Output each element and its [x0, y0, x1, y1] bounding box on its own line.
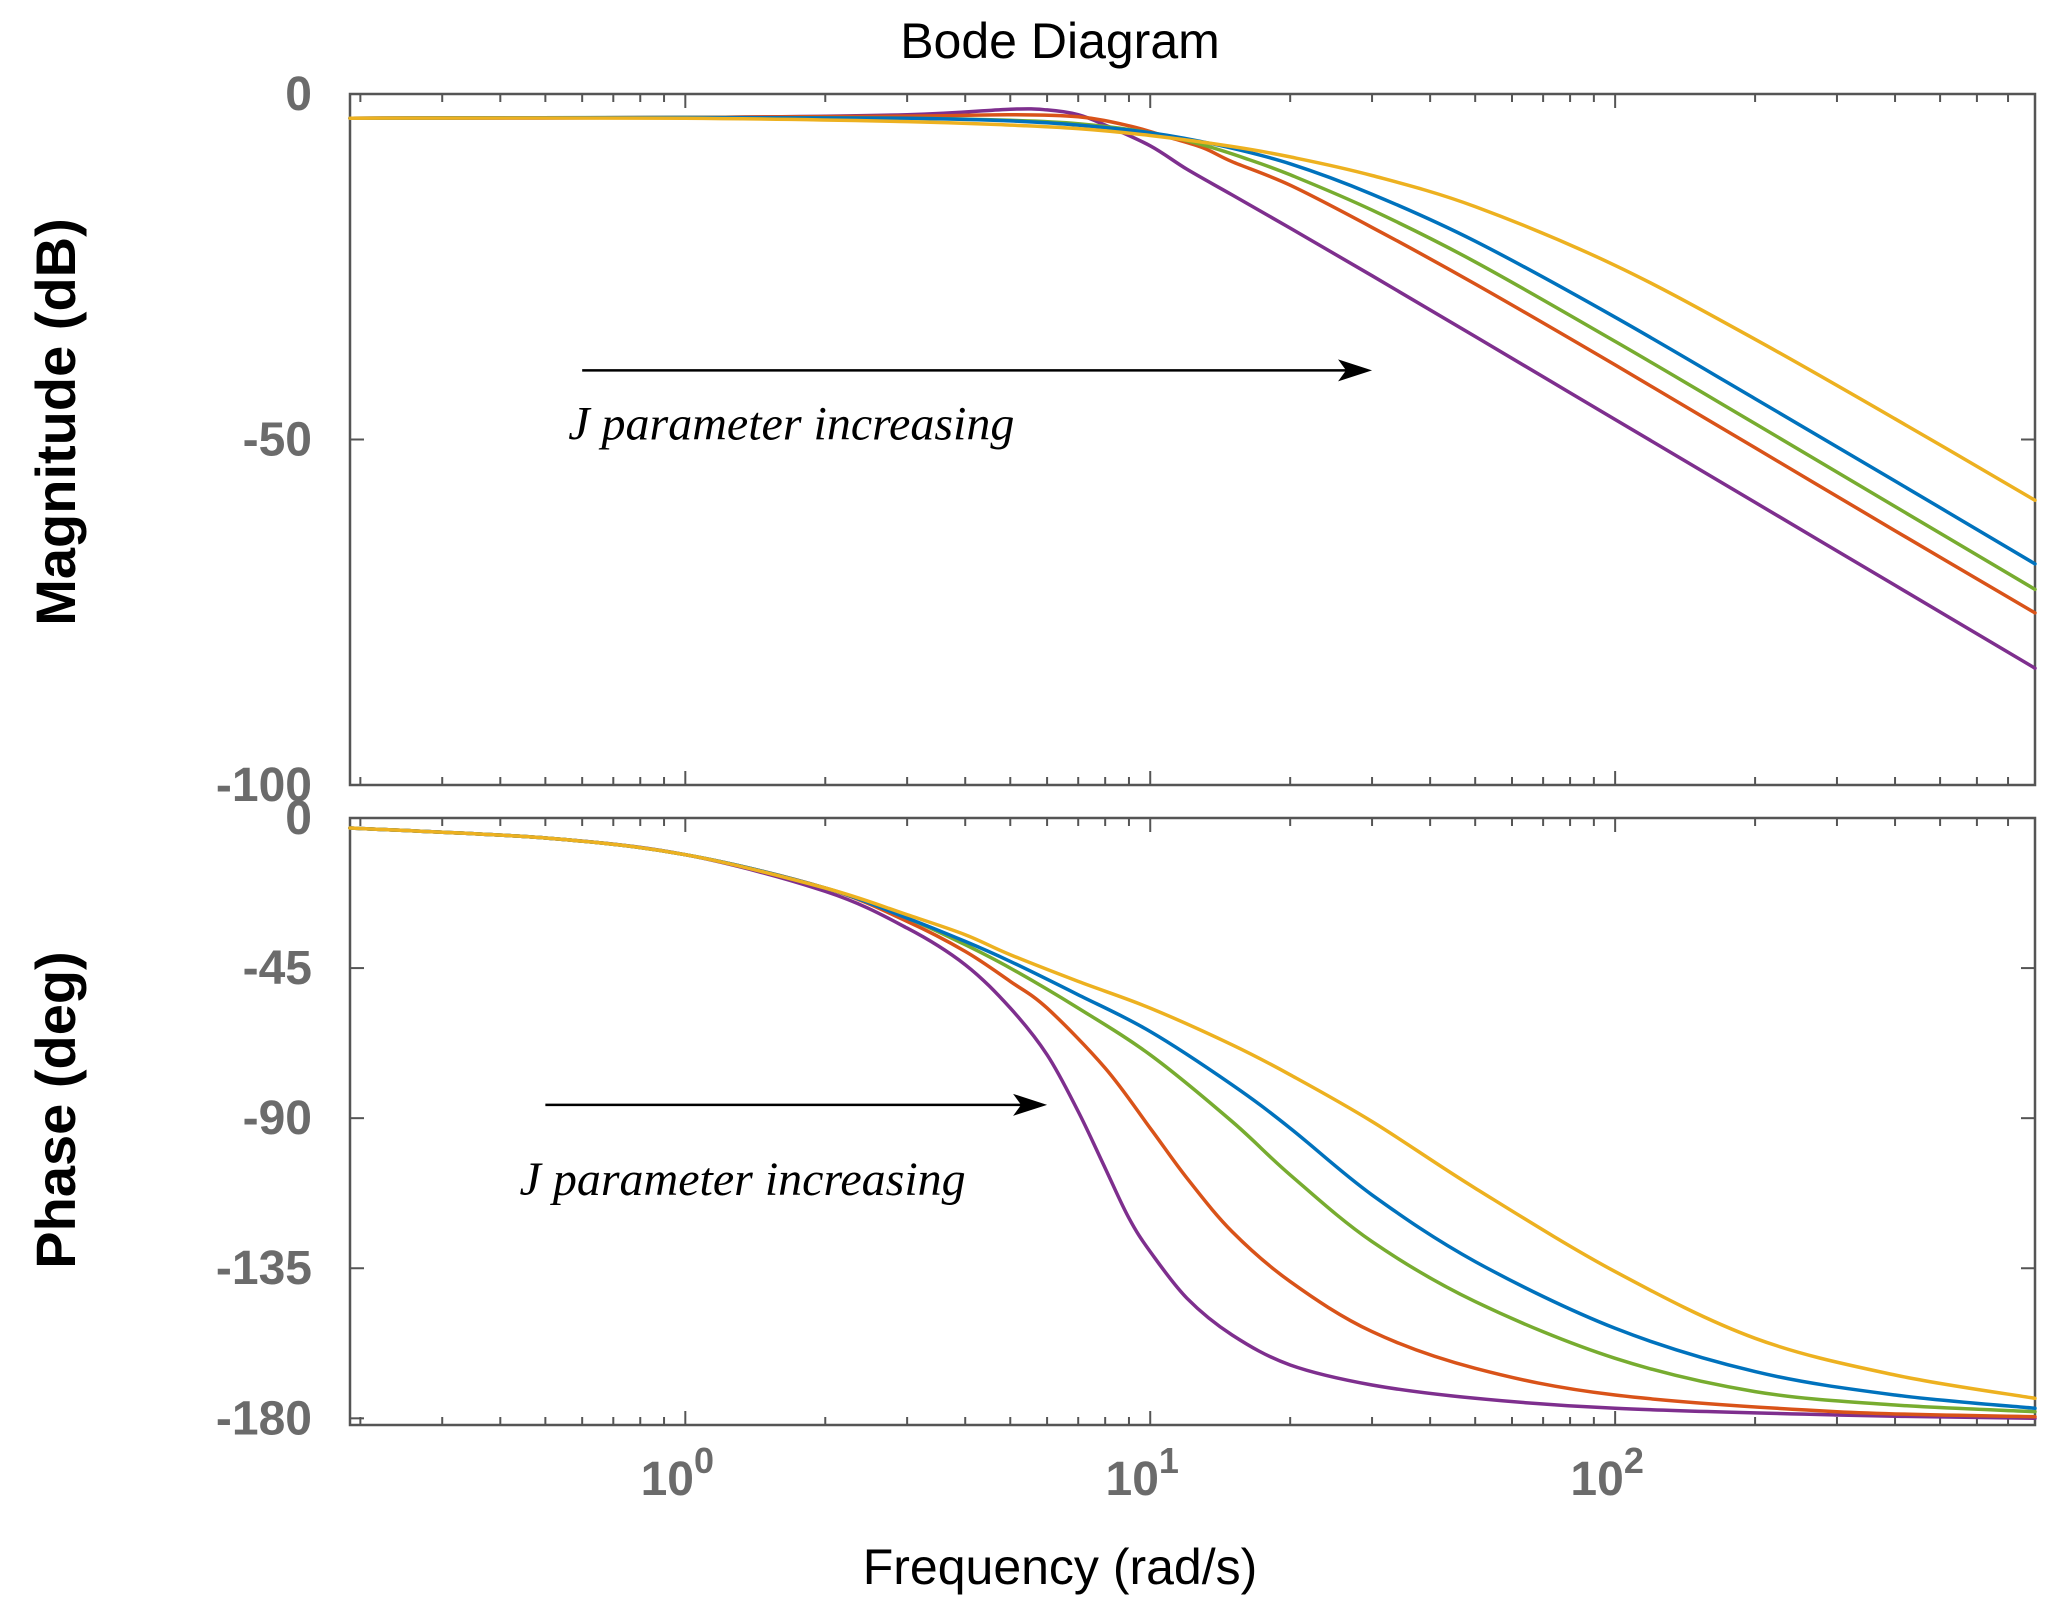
magnitude-series-J2 — [348, 112, 2037, 615]
phase-y-axis-label: Phase (deg) — [24, 951, 87, 1268]
magnitude-plot: 0 -50 -100 J parameter increasing — [216, 68, 2037, 812]
magnitude-annotation-text: J parameter increasing — [568, 398, 1014, 451]
magnitude-series-J4 — [348, 115, 2037, 566]
phase-axes-frame — [348, 816, 2037, 1427]
phase-series-J5 — [348, 826, 2037, 1401]
magnitude-annotation-arrowhead — [1338, 359, 1373, 382]
x-axis-label: Frequency (rad/s) — [863, 1539, 1258, 1595]
magnitude-series-J1 — [348, 107, 2037, 670]
magnitude-y-tick-label: -50 — [243, 414, 312, 467]
chart-title: Bode Diagram — [900, 13, 1220, 69]
phase-annotation-arrowhead — [1013, 1093, 1048, 1116]
phase-y-tick-label: -90 — [243, 1092, 312, 1145]
phase-y-tick-label: 0 — [285, 792, 312, 845]
phase-series-J3 — [348, 826, 2037, 1414]
x-tick-label: 101 — [1106, 1440, 1179, 1506]
phase-series-J1 — [348, 826, 2037, 1421]
magnitude-y-tick-label: 0 — [285, 68, 312, 121]
phase-plot: 0 -45 -90 -135 -180 J parameter increasing — [216, 792, 2037, 1445]
magnitude-y-axis-label: Magnitude (dB) — [24, 218, 87, 625]
phase-y-tick-label: -45 — [243, 942, 312, 995]
phase-series-J4 — [348, 826, 2037, 1411]
phase-y-tick-label: -180 — [216, 1392, 312, 1445]
phase-y-tick-label: -135 — [216, 1242, 312, 1295]
x-tick-label: 100 — [641, 1440, 714, 1506]
phase-series-J2 — [348, 826, 2037, 1419]
phase-annotation-text: J parameter increasing — [520, 1153, 966, 1206]
magnitude-series-J5 — [348, 116, 2037, 503]
magnitude-y-tick-label: -100 — [216, 759, 312, 812]
x-tick-label: 102 — [1570, 1440, 1643, 1506]
x-tick-labels: 100 101 102 — [641, 1440, 1644, 1506]
